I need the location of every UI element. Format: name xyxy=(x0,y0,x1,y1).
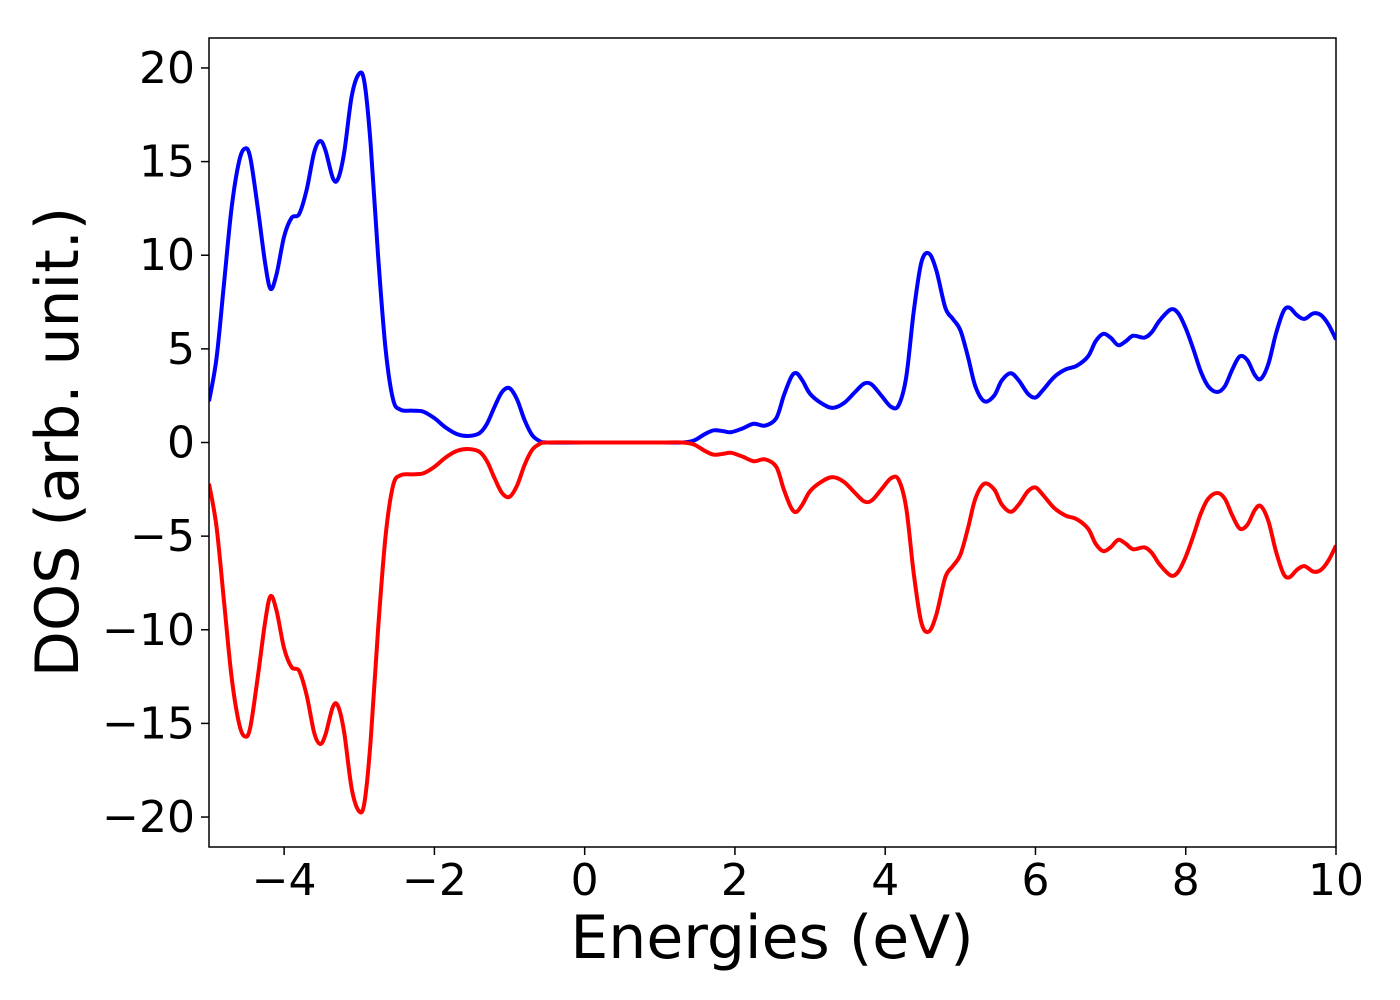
y-tick-label: 10 xyxy=(139,230,195,281)
x-tick-label: 8 xyxy=(1172,855,1200,906)
x-tick-label: 4 xyxy=(871,855,899,906)
series-layer xyxy=(209,70,1336,815)
y-tick-label: 5 xyxy=(167,324,195,375)
x-tick-label: 6 xyxy=(1021,855,1049,906)
x-tick-label: −2 xyxy=(402,855,467,906)
x-axis-title: Energies (eV) xyxy=(570,903,973,973)
plot-frame xyxy=(208,37,1337,848)
y-tick-label: 20 xyxy=(139,43,195,94)
x-tick-label: 0 xyxy=(571,855,599,906)
series-line-up xyxy=(209,70,1336,445)
x-tick-label: 10 xyxy=(1308,855,1364,906)
x-tick-label: 2 xyxy=(721,855,749,906)
y-tick-label: −5 xyxy=(130,511,195,562)
y-axis: −20 −15 −10 −5 0 5 10 15 20 xyxy=(102,43,209,843)
y-tick-label: −20 xyxy=(102,792,195,843)
x-tick-label: −4 xyxy=(252,855,317,906)
y-tick-label: −15 xyxy=(102,698,195,749)
y-tick-label: 0 xyxy=(167,418,195,469)
series-line-down xyxy=(209,440,1336,815)
y-tick-label: −10 xyxy=(102,605,195,656)
y-tick-label: 15 xyxy=(139,137,195,188)
y-axis-title: DOS (arb. unit.) xyxy=(23,207,93,677)
x-axis: −4 −2 0 2 4 6 8 10 xyxy=(252,847,1364,906)
